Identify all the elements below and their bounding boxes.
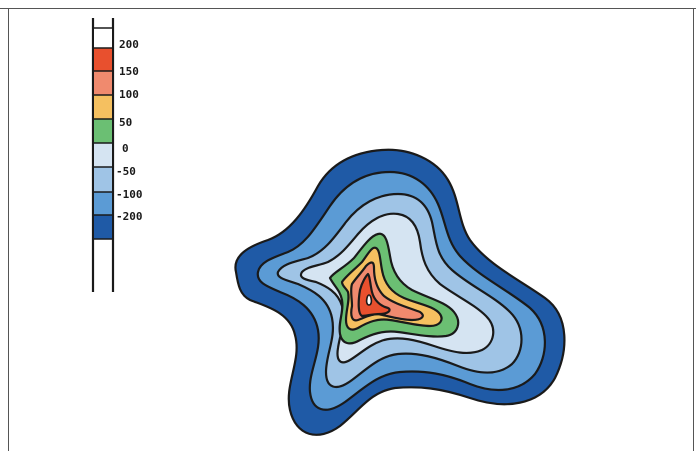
legend-label-200: 200 xyxy=(119,38,139,51)
legend-cell-minus50 xyxy=(94,143,112,167)
contour-peak xyxy=(365,294,373,306)
legend-cell-white xyxy=(94,28,112,48)
frame-border-right xyxy=(693,8,694,451)
contour-level-8 xyxy=(357,272,391,318)
legend-label-100: 100 xyxy=(119,88,139,101)
legend-label-minus200: -200 xyxy=(116,210,143,223)
legend-label-0: 0 xyxy=(122,142,129,155)
frame-border-top xyxy=(0,8,696,9)
legend-cell-50 xyxy=(94,95,112,119)
legend-cell-0 xyxy=(94,119,112,143)
legend-label-150: 150 xyxy=(119,65,139,78)
legend-cell-150 xyxy=(94,48,112,71)
legend-label-minus50: -50 xyxy=(116,165,136,178)
legend-cell-100 xyxy=(94,71,112,95)
legend-label-minus100: -100 xyxy=(116,188,143,201)
frame-border-left xyxy=(8,8,9,451)
legend-cell-minus100 xyxy=(94,167,112,192)
legend-cell-minus200a xyxy=(94,192,112,215)
legend-label-50: 50 xyxy=(119,116,132,129)
contour-map xyxy=(234,148,566,436)
legend-cell-minus200b xyxy=(94,215,112,239)
color-scale-legend: 200 150 100 50 0 -50 -100 -200 xyxy=(91,18,143,292)
